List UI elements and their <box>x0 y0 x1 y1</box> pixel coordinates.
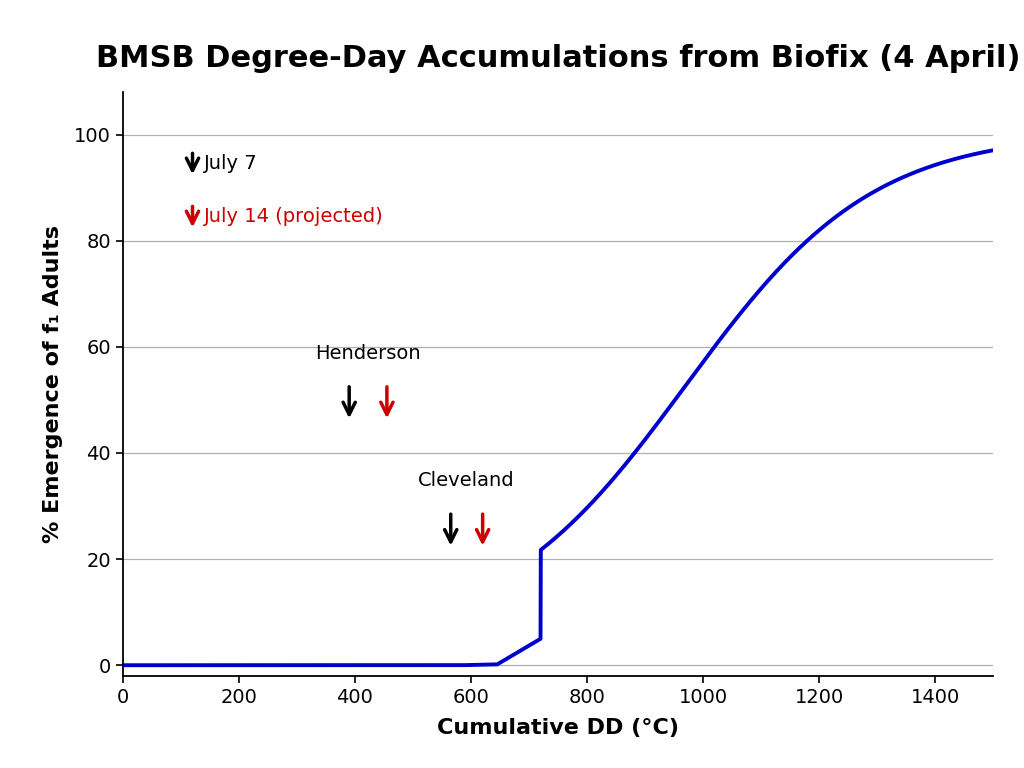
Text: Cleveland: Cleveland <box>418 471 515 490</box>
Y-axis label: % Emergence of f₁ Adults: % Emergence of f₁ Adults <box>43 225 63 543</box>
Title: BMSB Degree-Day Accumulations from Biofix (4 April): BMSB Degree-Day Accumulations from Biofi… <box>96 44 1020 73</box>
X-axis label: Cumulative DD (°C): Cumulative DD (°C) <box>437 718 679 738</box>
Text: Henderson: Henderson <box>315 344 421 362</box>
Text: July 7: July 7 <box>204 154 258 174</box>
Text: July 14 (projected): July 14 (projected) <box>204 207 384 227</box>
